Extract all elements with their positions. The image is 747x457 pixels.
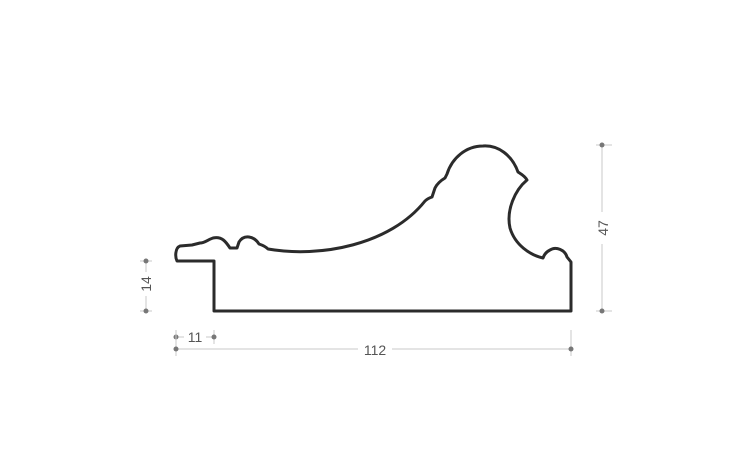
rebate-width-dimension: 11 <box>173 329 217 345</box>
profile-outline <box>174 144 573 313</box>
height-label: 47 <box>595 220 611 236</box>
width-label: 112 <box>364 342 387 358</box>
width-dimension: 112 <box>173 330 574 358</box>
rebate-width-label: 11 <box>188 329 203 345</box>
height-dimension: 47 <box>595 142 612 314</box>
rebate-height-dimension: 14 <box>138 258 154 314</box>
rebate-height-label: 14 <box>138 276 154 292</box>
